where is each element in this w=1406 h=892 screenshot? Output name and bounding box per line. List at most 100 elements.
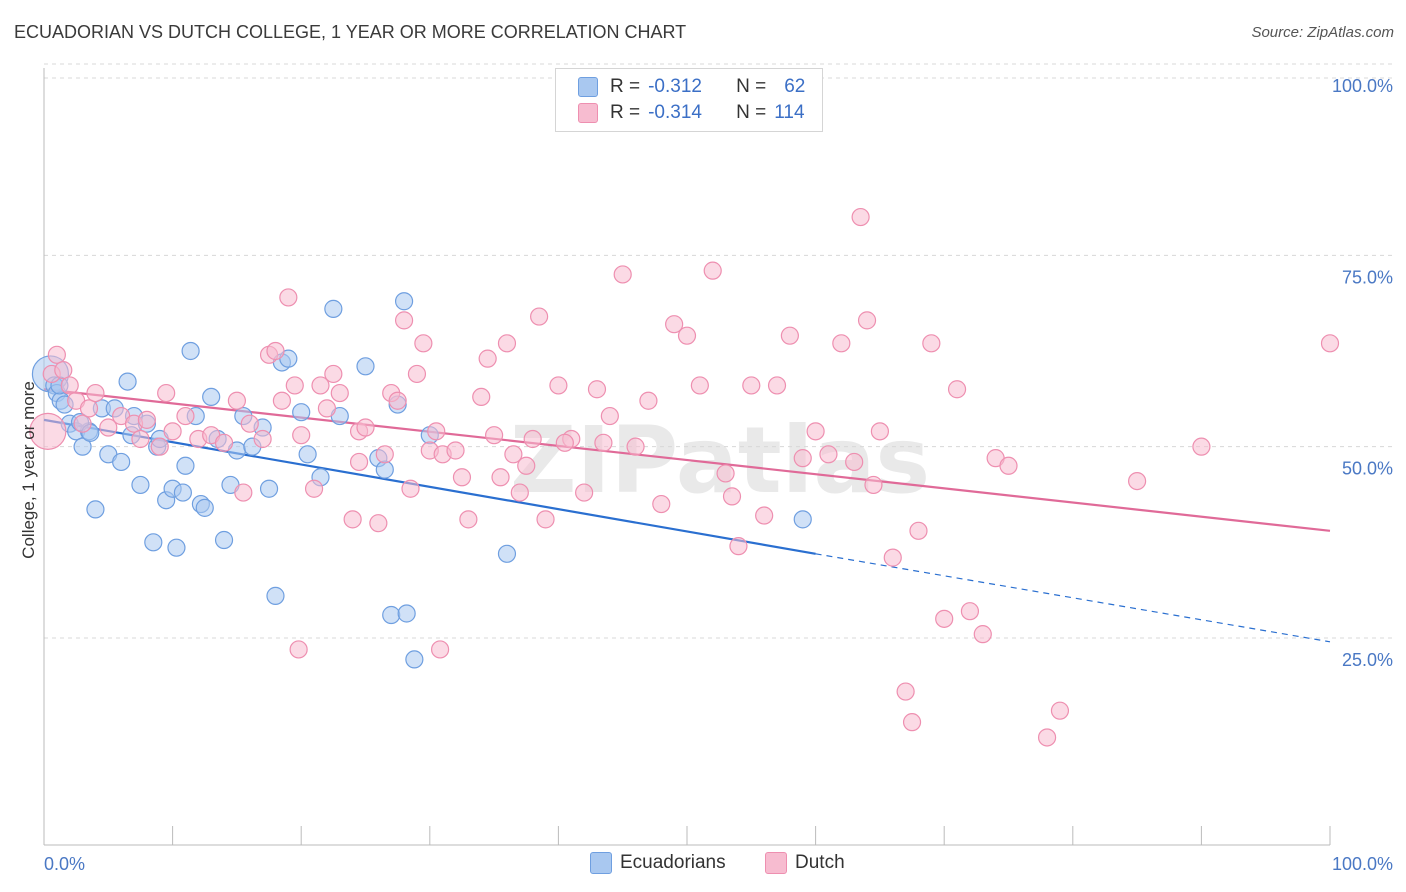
dutch-point [388,391,407,410]
dutch-point [549,376,568,395]
dutch-point [478,349,497,368]
dutch-point [536,510,555,529]
dutch-point [394,311,414,330]
legend-n-value: 62 [784,76,806,97]
ecuadorian-point [167,538,186,557]
chart-title: ECUADORIAN VS DUTCH COLLEGE, 1 YEAR OR M… [14,22,687,42]
dutch-point [131,429,150,449]
dutch-point [324,364,343,384]
dutch-point [947,380,967,399]
axis-labels: 25.0% 50.0% 75.0% 100.0% 0.0% 100.0% College, … [19,76,1393,874]
dutch-point [883,548,902,567]
ecuadorian-point [181,341,200,361]
dutch-point [652,494,671,514]
ecuadorian-point [118,372,137,391]
dutch-point [575,483,594,502]
dutch-point [722,487,742,506]
ecuadorian-point [131,475,150,495]
ecuadorian-point [375,460,394,479]
dutch-point [407,364,427,384]
dutch-point [472,387,491,407]
x-tick-label: 0.0% [44,854,85,874]
dutch-point [806,422,825,441]
legend-r-value: -0.312 [648,76,702,97]
legend-row-dutch: R = -0.314 N = 114 [578,101,805,125]
ecuadorian-point [356,357,375,376]
dutch-point [600,406,619,426]
dutch-point [870,422,890,441]
dutch-point [54,361,73,380]
dutch-point [594,433,613,452]
dutch-point [1320,334,1340,353]
dutch-point [523,429,542,449]
dutch-point [639,391,658,410]
dutch-point [266,341,285,361]
x-tick-label: 100.0% [1332,854,1393,874]
dutch-point [857,311,877,330]
legend-item-ecuadorians: Ecuadorians [590,852,726,874]
dutch-point [1127,471,1147,491]
y-tick-label: 100.0% [1332,76,1393,96]
ecuadorian-point [259,479,279,498]
stats-legend: R = -0.312 N = 62 R = -0.314 N = 114 [555,68,823,132]
dutch-point [311,376,330,395]
dutch-point [459,510,478,529]
y-axis-label: College, 1 year or more [19,381,38,559]
dutch-point [902,713,922,732]
dutch-point [343,510,362,529]
dutch-point [485,426,504,445]
dutch-point [86,383,105,403]
dutch-point [510,483,529,502]
dutch-point [755,506,774,525]
dutch-point [1192,437,1211,456]
dutch-point [356,418,375,437]
dutch-point [401,479,420,498]
legend-swatch-ecuadorians [590,852,612,874]
dutch-point [896,682,915,701]
data-points [29,207,1340,747]
dutch-point [272,391,292,410]
legend-swatch-ecuadorians [578,77,598,97]
dutch-point [292,426,311,445]
dutch-point [234,483,253,502]
dutch-point [716,464,735,483]
legend-n-label: N = [736,76,767,97]
y-tick-label: 50.0% [1342,459,1393,479]
legend-r-label: R = [610,76,641,97]
dutch-point [504,445,523,464]
ecuadorian-point [86,500,105,519]
ecuadorian-point [382,605,401,625]
ecuadorian-point [397,604,416,623]
dutch-point [973,625,992,644]
dutch-point [163,422,182,441]
dutch-point [864,475,883,495]
dutch-point [832,334,851,353]
dutch-point [414,334,433,353]
ecuadorian-point [298,445,317,464]
legend-swatch-dutch [765,852,787,874]
dutch-point [767,376,787,395]
dutch-point [304,479,324,498]
dutch-point [375,445,394,464]
dutch-point [430,640,450,659]
dutch-point [446,441,465,460]
dutch-point [369,514,388,533]
trend-lines [43,388,1331,643]
ecuadorian-trend-line [43,418,816,555]
ecuadorian-point [405,650,424,669]
ecuadorian-point [793,510,812,529]
dutch-point [60,376,79,395]
dutch-point [47,345,66,364]
source-label: Source: ZipAtlas.com [1251,24,1394,41]
dutch-point [935,609,954,628]
dutch-point [517,456,536,475]
ecuadorian-point [394,292,414,311]
dutch-point [452,468,472,487]
dutch-point [665,315,684,334]
dutch-point [150,437,169,456]
dutch-point [626,437,645,456]
dutch-point [79,399,99,418]
dutch-point [909,521,928,540]
y-tick-label: 25.0% [1342,650,1393,670]
